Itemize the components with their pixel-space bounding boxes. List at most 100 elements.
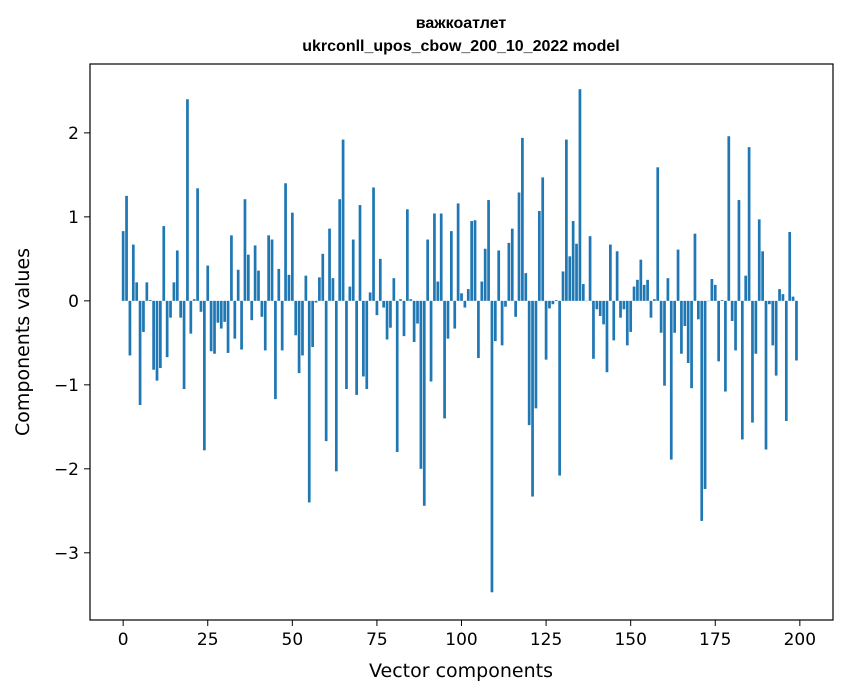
bar — [358, 205, 362, 301]
y-tick-label: 0 — [68, 292, 79, 312]
bar — [768, 300, 771, 305]
bar — [412, 300, 416, 342]
bar — [368, 292, 372, 301]
bar — [781, 294, 785, 301]
bar — [642, 284, 646, 301]
bar — [433, 213, 436, 301]
bar — [135, 282, 139, 301]
x-tick-label: 25 — [197, 630, 219, 650]
bar — [165, 300, 169, 358]
bar — [784, 300, 788, 421]
bar — [703, 300, 707, 489]
bar — [561, 271, 565, 301]
bar — [206, 265, 210, 301]
bar — [609, 244, 612, 301]
bar — [659, 300, 663, 333]
bar — [649, 300, 653, 318]
bar — [517, 192, 521, 301]
bar — [747, 147, 751, 301]
bar — [510, 228, 514, 301]
bar — [236, 269, 240, 301]
bar — [700, 300, 704, 521]
bar — [186, 99, 189, 301]
bar — [203, 300, 206, 451]
bar — [757, 219, 761, 301]
bar — [744, 275, 748, 301]
bar — [795, 300, 798, 361]
bar — [331, 278, 335, 301]
bar — [537, 210, 541, 301]
bar — [541, 177, 545, 301]
bar — [179, 300, 183, 318]
bar — [771, 300, 775, 346]
bar — [138, 300, 142, 405]
bar — [551, 300, 555, 305]
bar — [365, 300, 369, 390]
bar — [311, 300, 314, 348]
bar — [169, 300, 172, 318]
bar — [125, 195, 128, 301]
bar — [155, 300, 159, 381]
bar — [751, 300, 754, 423]
bar — [128, 300, 132, 356]
bar — [717, 300, 720, 362]
bar — [246, 254, 250, 301]
y-tick-label: −2 — [54, 460, 79, 480]
bar — [172, 282, 176, 301]
bar — [632, 286, 636, 301]
chart-subtitle: ukrconll_upos_cbow_200_10_2022 model — [302, 38, 619, 55]
bar — [483, 248, 487, 301]
bar — [318, 277, 321, 301]
x-tick-label: 50 — [282, 630, 304, 650]
bar — [253, 245, 257, 301]
bar — [487, 200, 490, 301]
bar — [334, 300, 338, 472]
bar — [297, 300, 301, 374]
bar — [263, 300, 267, 351]
bar — [531, 300, 534, 497]
bar — [267, 235, 270, 301]
bar — [456, 203, 460, 301]
bar — [727, 136, 731, 301]
bar — [328, 228, 331, 301]
bar-series — [121, 89, 798, 593]
bar — [226, 300, 230, 353]
bar — [578, 89, 582, 301]
bar — [385, 300, 389, 340]
bar — [338, 199, 342, 301]
bar — [294, 300, 298, 336]
bar — [764, 300, 768, 450]
bar — [521, 137, 524, 301]
bar — [504, 300, 507, 307]
bar — [196, 188, 199, 301]
bar — [656, 167, 660, 301]
bar — [490, 300, 494, 593]
bar — [690, 300, 693, 389]
bar — [392, 278, 396, 301]
bar — [625, 300, 629, 346]
bar — [554, 300, 558, 301]
bar — [345, 300, 348, 390]
bar — [142, 300, 145, 332]
x-axis-label: Vector components — [369, 660, 553, 682]
bar — [233, 300, 237, 339]
bar — [507, 242, 511, 301]
bar — [605, 300, 609, 373]
bar — [175, 250, 179, 301]
bar — [581, 284, 585, 301]
bar — [619, 300, 622, 318]
bar — [514, 300, 517, 317]
bar — [439, 213, 443, 301]
bar — [622, 300, 626, 310]
bar — [301, 300, 304, 356]
bar — [636, 279, 639, 301]
bar — [260, 300, 264, 317]
bar — [182, 300, 186, 390]
bar — [270, 239, 274, 301]
bar — [436, 281, 440, 301]
bar — [493, 300, 497, 342]
bar — [544, 300, 548, 360]
bar — [341, 139, 345, 301]
bar — [443, 300, 446, 419]
